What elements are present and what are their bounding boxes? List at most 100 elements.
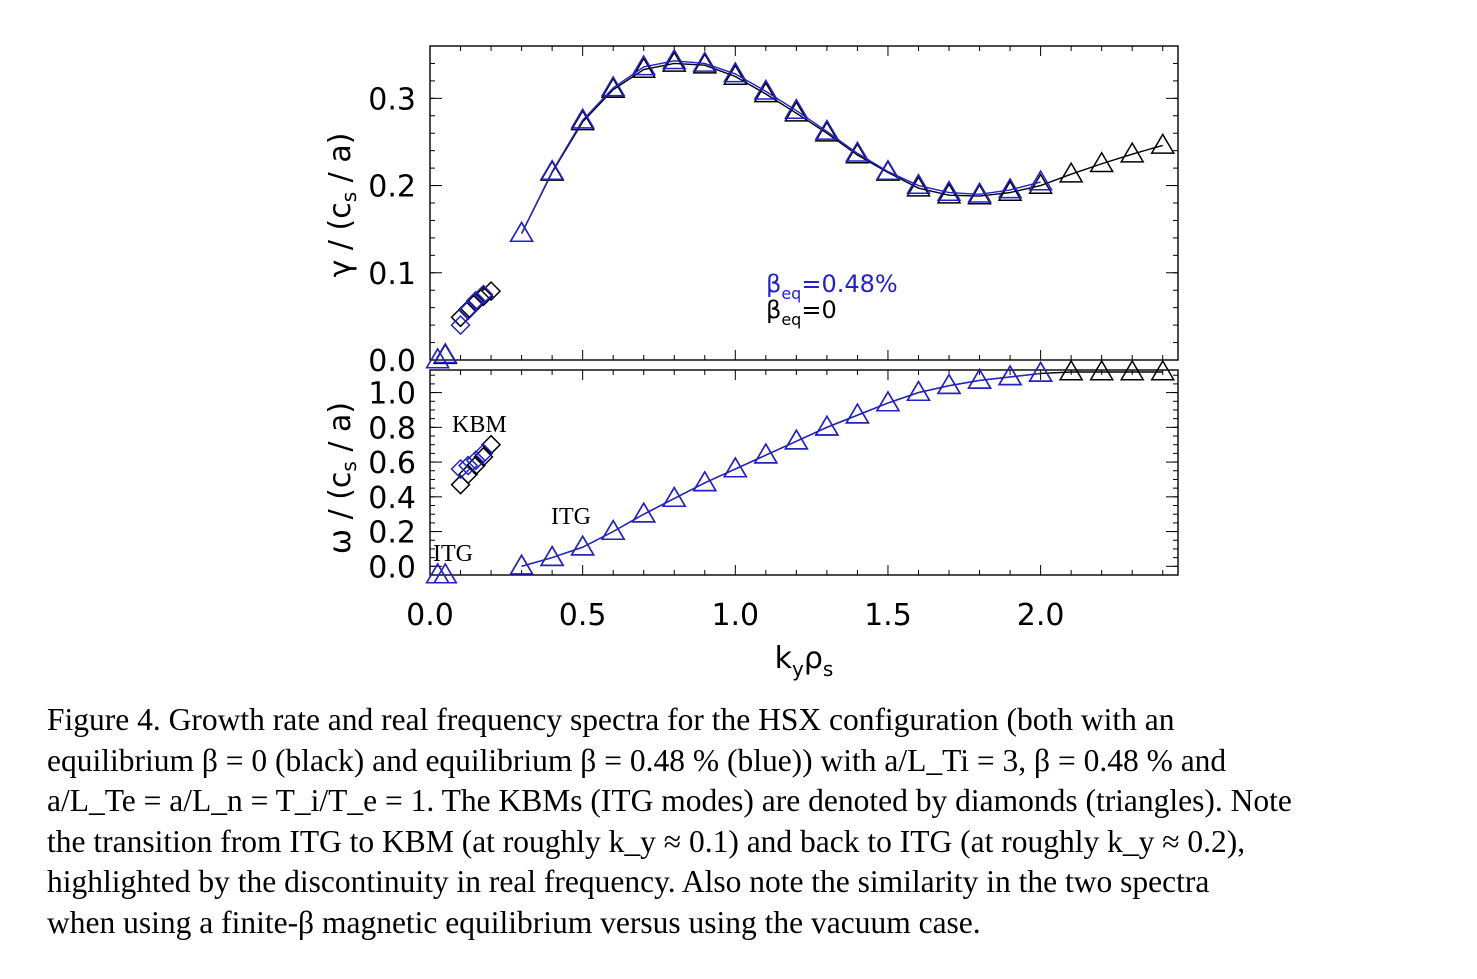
triangle-marker (1089, 359, 1114, 381)
caption-line-1: Figure 4. Growth rate and real frequency… (47, 702, 1175, 737)
figure-chart: 0.00.10.20.3 0.00.20.40.60.81.00.0 0.5 1.0… (323, 45, 1179, 681)
triangle-marker (906, 173, 931, 195)
growth-rate-panel: 0.0 0.1 0.2 0.3 (368, 45, 1179, 379)
triangle-marker (875, 159, 901, 181)
triangle-marker (692, 470, 718, 492)
diamond-marker (450, 315, 471, 336)
y-tick-label: 0.4 (368, 481, 416, 516)
triangle-marker (570, 534, 595, 556)
triangle-marker (784, 100, 809, 122)
caption-line-4: the transition from ITG to KBM (at rough… (47, 823, 1246, 859)
triangle-marker (661, 48, 687, 70)
figure-caption: Figure 4. Growth rate and real frequency… (47, 700, 1439, 944)
y-tick-label: 0.2 (368, 170, 416, 205)
diamond-marker (458, 464, 479, 485)
series-line (521, 372, 1041, 567)
triangle-marker (875, 390, 901, 412)
triangle-marker (539, 545, 565, 567)
annotation-itg-low: ITG (433, 541, 473, 567)
triangle-marker (600, 75, 626, 97)
y-tick-label: 0.2 (368, 516, 416, 551)
x-axis-label: kyρs (775, 641, 834, 681)
x-tick-label: 0.0 (406, 598, 454, 633)
triangle-marker (814, 414, 840, 436)
triangle-marker (509, 221, 534, 242)
triangle-marker (432, 562, 458, 584)
annotation-itg-high: ITG (551, 504, 591, 530)
caption-line-6: when using a finite-β magnetic equilibri… (47, 904, 981, 940)
triangle-marker (600, 77, 626, 99)
triangle-marker (936, 180, 962, 201)
triangle-marker (722, 456, 748, 478)
triangle-marker (1089, 151, 1114, 173)
triangle-marker (1150, 359, 1176, 381)
y-tick-label: 0.0 (368, 550, 416, 585)
annotation-kbm: KBM (452, 412, 507, 438)
triangle-marker (845, 142, 870, 164)
caption-line-2: equilibrium β = 0 (black) and equilibriu… (47, 742, 1227, 778)
triangle-marker (722, 61, 748, 83)
caption-line-3: a/L_Te = a/L_n = T_i/T_e = 1. The KBMs (… (47, 783, 1292, 819)
triangle-marker (509, 553, 534, 575)
triangle-marker (722, 456, 748, 478)
bottom-ylabel: ω / (cs / a) (323, 402, 361, 554)
diamond-marker (473, 284, 494, 305)
diamond-marker (458, 455, 479, 476)
top-ylabel: γ / (cs / a) (323, 133, 361, 278)
real-frequency-panel: 0.00.20.40.60.81.00.0 0.5 1.0 1.5 2.0 (368, 359, 1179, 633)
y-tick-label: 0.1 (368, 257, 416, 292)
triangle-marker (600, 519, 626, 541)
triangle-marker (875, 390, 901, 412)
triangle-marker (753, 81, 779, 103)
triangle-marker (692, 470, 718, 492)
triangle-marker (1058, 161, 1084, 183)
triangle-marker (631, 54, 657, 76)
triangle-marker (600, 519, 626, 541)
series-line (520, 62, 1163, 234)
y-tick-label: 1.0 (368, 377, 416, 412)
triangle-marker (967, 181, 992, 203)
triangle-marker (753, 442, 779, 464)
triangle-marker (967, 367, 992, 389)
triangle-marker (661, 486, 687, 508)
triangle-marker (814, 120, 840, 142)
triangle-marker (753, 442, 779, 464)
triangle-marker (1150, 132, 1176, 154)
triangle-marker (906, 380, 931, 402)
diamond-marker (450, 307, 471, 328)
y-tick-label: 0.6 (368, 446, 416, 481)
series-line (521, 371, 1163, 567)
triangle-marker (1028, 169, 1053, 191)
triangle-marker (425, 347, 450, 369)
triangle-marker (784, 428, 809, 450)
triangle-marker (997, 177, 1023, 199)
triangle-marker (784, 98, 809, 119)
diamond-marker (465, 290, 486, 311)
diamond-marker (473, 443, 494, 464)
triangle-marker (845, 402, 870, 424)
triangle-marker (570, 107, 595, 129)
triangle-marker (1028, 360, 1053, 382)
triangle-marker (1119, 141, 1145, 163)
triangle-marker (432, 342, 458, 364)
legend-beta-zero: βeq=0 (766, 296, 837, 329)
triangle-marker (814, 118, 840, 140)
triangle-marker (631, 501, 657, 523)
diamond-marker (465, 450, 486, 471)
triangle-marker (722, 64, 748, 85)
caption-line-5: highlighted by the discontinuity in real… (47, 864, 1210, 900)
triangle-marker (814, 414, 840, 436)
y-tick-label: 0.3 (368, 82, 416, 117)
triangle-marker (753, 78, 779, 100)
triangle-marker (845, 402, 870, 424)
y-tick-label: 0.0 (368, 344, 416, 379)
x-tick-label: 0.5 (559, 598, 607, 633)
triangle-marker (692, 50, 718, 72)
triangle-marker (936, 373, 962, 395)
y-tick-label: 0.8 (368, 411, 416, 446)
triangle-marker (997, 364, 1023, 386)
x-tick-label: 1.5 (864, 598, 912, 633)
x-tick-label: 1.0 (711, 598, 759, 633)
diamond-marker (450, 458, 471, 480)
triangle-marker (1058, 359, 1084, 381)
